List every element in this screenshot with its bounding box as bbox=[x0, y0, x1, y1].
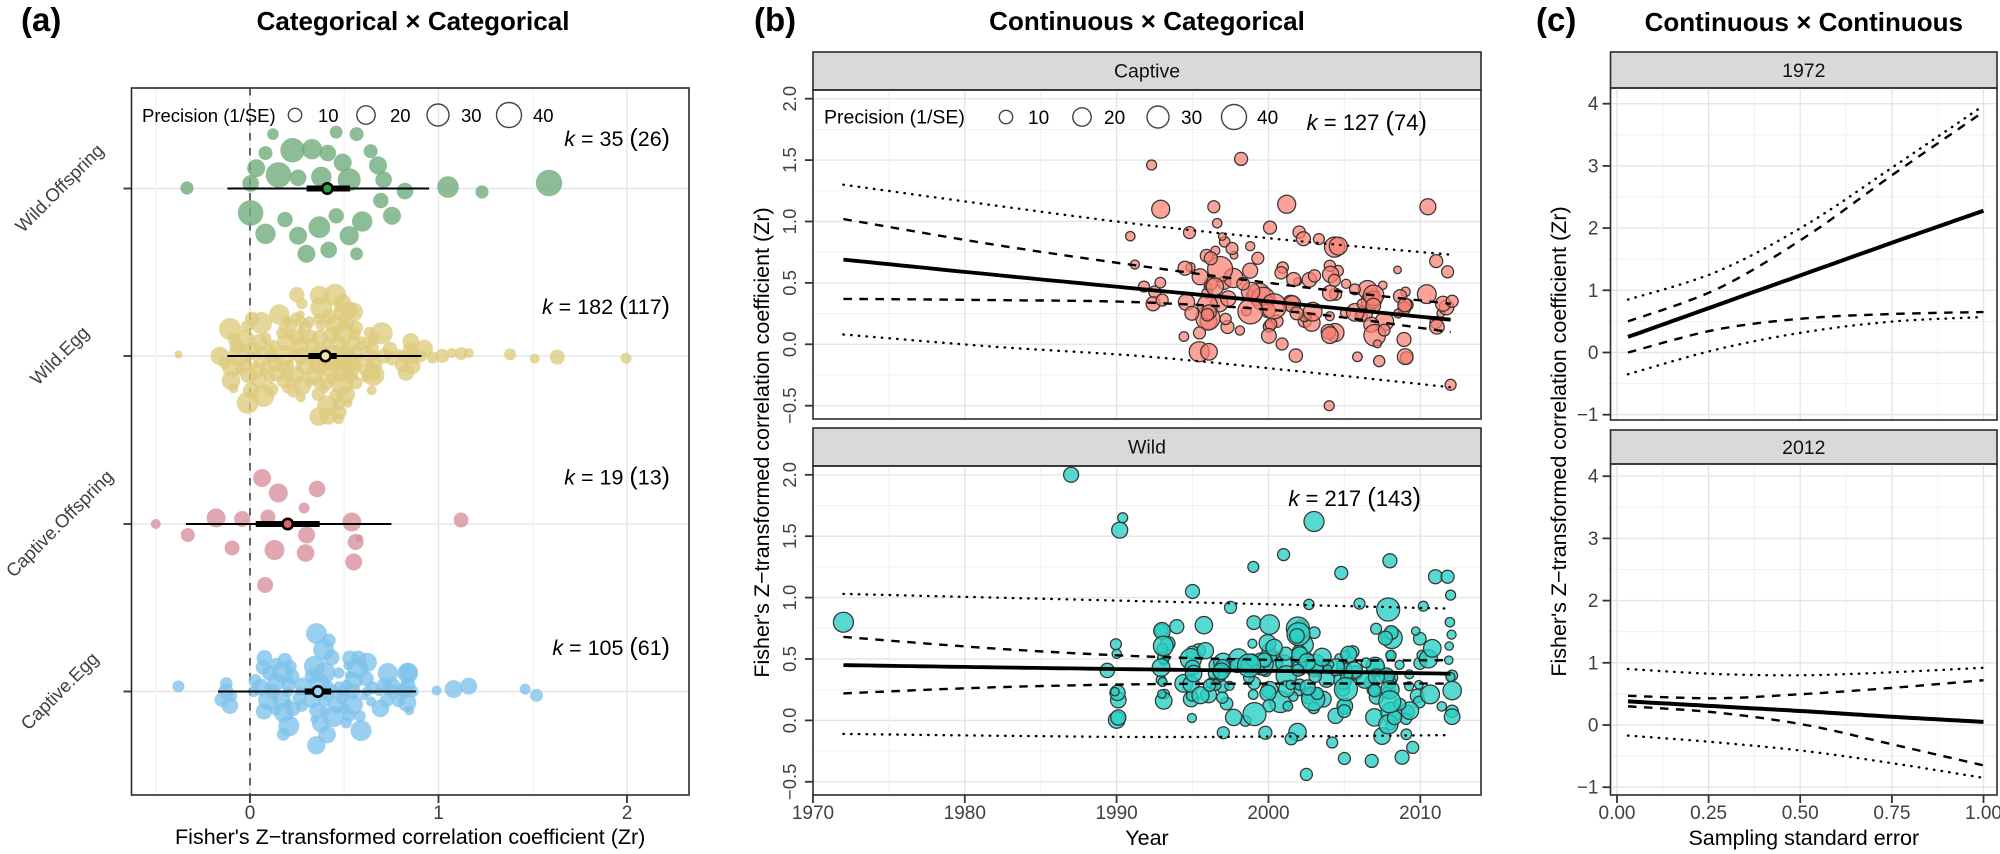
svg-text:k = 217 (143): k = 217 (143) bbox=[1288, 484, 1421, 512]
svg-text:k = 182 (117): k = 182 (117) bbox=[542, 292, 670, 320]
svg-text:Fisher's Z−transformed correla: Fisher's Z−transformed correlation coeff… bbox=[1547, 206, 1571, 676]
svg-text:4: 4 bbox=[1588, 94, 1599, 115]
svg-text:40: 40 bbox=[533, 105, 554, 126]
svg-text:1990: 1990 bbox=[1095, 803, 1137, 824]
svg-text:Continuous × Continuous: Continuous × Continuous bbox=[1645, 7, 1963, 37]
svg-text:Categorical × Categorical: Categorical × Categorical bbox=[257, 6, 570, 36]
svg-text:−0.5: −0.5 bbox=[779, 387, 800, 424]
svg-text:−1: −1 bbox=[1577, 405, 1599, 426]
svg-text:1.5: 1.5 bbox=[779, 147, 800, 173]
svg-text:Fisher's Z−transformed correla: Fisher's Z−transformed correlation coeff… bbox=[750, 207, 774, 677]
svg-text:0.0: 0.0 bbox=[779, 331, 800, 357]
svg-text:1970: 1970 bbox=[792, 803, 834, 824]
svg-text:Fisher's Z−transformed correla: Fisher's Z−transformed correlation coeff… bbox=[175, 825, 645, 849]
svg-text:20: 20 bbox=[390, 105, 411, 126]
svg-text:−0.5: −0.5 bbox=[779, 764, 800, 801]
svg-text:0.50: 0.50 bbox=[1782, 803, 1819, 824]
svg-text:2012: 2012 bbox=[1782, 437, 1825, 459]
svg-text:2.0: 2.0 bbox=[779, 86, 800, 112]
svg-text:2: 2 bbox=[622, 803, 633, 824]
svg-text:(c): (c) bbox=[1536, 1, 1576, 38]
svg-text:k = 105 (61): k = 105 (61) bbox=[552, 633, 670, 661]
svg-text:0: 0 bbox=[245, 803, 256, 824]
svg-text:0.0: 0.0 bbox=[779, 708, 800, 734]
svg-text:k = 127 (74): k = 127 (74) bbox=[1307, 108, 1427, 136]
svg-text:20: 20 bbox=[1104, 108, 1125, 129]
svg-text:1.00: 1.00 bbox=[1965, 803, 2000, 824]
svg-text:30: 30 bbox=[1181, 108, 1202, 129]
svg-text:0.75: 0.75 bbox=[1873, 803, 1910, 824]
svg-text:k = 19 (13): k = 19 (13) bbox=[564, 463, 670, 491]
svg-text:Precision (1/SE): Precision (1/SE) bbox=[824, 107, 965, 129]
svg-text:0.5: 0.5 bbox=[779, 646, 800, 672]
svg-text:10: 10 bbox=[1028, 108, 1049, 129]
svg-text:1: 1 bbox=[1588, 281, 1599, 302]
svg-text:Precision (1/SE): Precision (1/SE) bbox=[142, 105, 276, 126]
svg-text:Captive: Captive bbox=[1114, 61, 1180, 83]
svg-text:4: 4 bbox=[1588, 467, 1599, 488]
svg-text:1980: 1980 bbox=[944, 803, 986, 824]
svg-text:3: 3 bbox=[1588, 156, 1599, 177]
svg-text:0: 0 bbox=[1588, 343, 1599, 364]
svg-text:30: 30 bbox=[461, 105, 482, 126]
svg-text:1.5: 1.5 bbox=[779, 523, 800, 549]
svg-text:10: 10 bbox=[318, 105, 339, 126]
svg-text:k = 35 (26): k = 35 (26) bbox=[564, 124, 670, 152]
svg-text:(b): (b) bbox=[754, 1, 796, 38]
svg-text:2000: 2000 bbox=[1247, 803, 1289, 824]
svg-text:2: 2 bbox=[1588, 219, 1599, 240]
svg-text:1.0: 1.0 bbox=[779, 585, 800, 611]
svg-text:−1: −1 bbox=[1577, 778, 1599, 799]
svg-text:2.0: 2.0 bbox=[779, 462, 800, 488]
svg-text:Year: Year bbox=[1125, 826, 1168, 850]
svg-text:(a): (a) bbox=[21, 1, 61, 38]
svg-text:Continuous × Categorical: Continuous × Categorical bbox=[989, 6, 1305, 36]
svg-text:1972: 1972 bbox=[1782, 60, 1825, 82]
svg-text:0.00: 0.00 bbox=[1599, 803, 1636, 824]
svg-text:0.5: 0.5 bbox=[779, 270, 800, 296]
svg-text:0.25: 0.25 bbox=[1690, 803, 1727, 824]
svg-text:2: 2 bbox=[1588, 591, 1599, 612]
svg-text:Wild: Wild bbox=[1128, 437, 1166, 459]
svg-text:40: 40 bbox=[1257, 108, 1278, 129]
svg-text:2010: 2010 bbox=[1399, 803, 1441, 824]
svg-text:1: 1 bbox=[1588, 653, 1599, 674]
svg-text:3: 3 bbox=[1588, 529, 1599, 550]
svg-text:1: 1 bbox=[433, 803, 444, 824]
svg-text:1.0: 1.0 bbox=[779, 209, 800, 235]
svg-text:Sampling standard error: Sampling standard error bbox=[1688, 826, 1919, 850]
svg-text:0: 0 bbox=[1588, 716, 1599, 737]
